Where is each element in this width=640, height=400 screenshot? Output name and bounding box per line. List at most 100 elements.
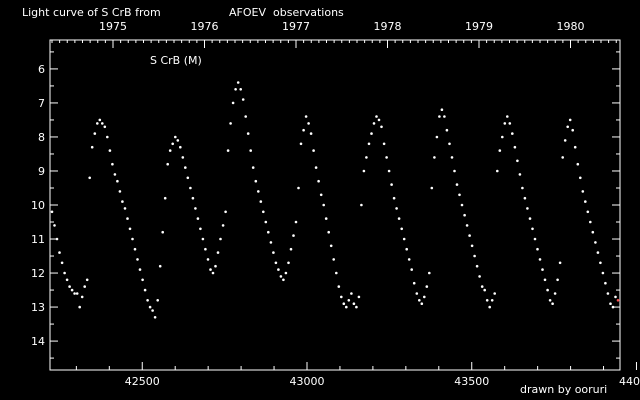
data-point [128, 227, 132, 231]
data-point [473, 254, 476, 258]
data-point [141, 278, 144, 282]
data-point [163, 196, 167, 200]
data-point [380, 125, 383, 129]
data-point [113, 173, 117, 176]
y-tick-label: 10 [31, 199, 45, 212]
data-point [463, 213, 466, 217]
data-point [365, 156, 368, 159]
data-point [75, 292, 79, 295]
data-point [415, 292, 419, 295]
data-point [375, 115, 378, 118]
data-point [229, 122, 232, 125]
data-point [319, 193, 323, 197]
x-tick-label: 43000 [289, 375, 324, 388]
data-point [589, 220, 592, 224]
y-tick-label: 13 [31, 301, 45, 314]
data-point [118, 190, 122, 193]
data-point [485, 299, 489, 302]
data-point [357, 295, 361, 299]
data-point [179, 145, 182, 149]
data-point [335, 271, 338, 275]
data-point [279, 275, 283, 278]
chart-title-suffix: observations [273, 6, 344, 19]
data-point [397, 217, 401, 220]
data-point [440, 108, 444, 111]
data-point [548, 299, 552, 302]
data-point [143, 288, 147, 292]
y-tick-label: 11 [31, 233, 45, 246]
data-point [126, 217, 129, 220]
data-point [199, 227, 202, 231]
data-point [58, 251, 61, 254]
data-point [168, 149, 172, 152]
data-point [88, 176, 91, 180]
data-point [304, 115, 308, 118]
data-point [121, 200, 124, 203]
data-point [400, 227, 404, 231]
data-point [508, 122, 512, 125]
data-point [264, 220, 268, 224]
data-point [455, 183, 459, 186]
data-point [498, 149, 502, 152]
data-point [516, 159, 519, 163]
data-point [392, 196, 396, 200]
data-point [418, 299, 421, 302]
data-point [606, 292, 610, 295]
data-point [352, 302, 356, 306]
data-point [435, 135, 439, 139]
top-axis-years: 1975 1976 1977 1978 1979 1980 [99, 20, 585, 33]
data-point [83, 285, 86, 288]
data-point [204, 247, 207, 251]
data-point [387, 169, 391, 173]
data-point [234, 88, 237, 91]
data-point [221, 224, 225, 227]
data-point [538, 258, 542, 261]
data-point [216, 251, 220, 254]
data-point [98, 118, 102, 122]
data-point [284, 271, 288, 275]
data-point [93, 132, 97, 135]
data-point [312, 149, 315, 152]
data-point [407, 258, 411, 261]
data-point [80, 295, 84, 299]
data-point [123, 207, 127, 210]
data-point [551, 302, 554, 306]
data-point [599, 261, 602, 265]
data-point [496, 169, 499, 173]
data-point [402, 237, 406, 241]
data-point [324, 217, 328, 220]
data-point [174, 135, 177, 139]
data-point [382, 142, 386, 146]
data-point [412, 281, 416, 285]
data-point [355, 305, 358, 309]
data-point [591, 230, 595, 234]
y-tick-label: 12 [31, 267, 45, 280]
data-point [594, 241, 597, 244]
data-point [241, 98, 245, 101]
data-point [488, 305, 492, 309]
data-point [191, 196, 195, 200]
data-point [322, 203, 326, 207]
data-points [50, 81, 620, 319]
data-point [405, 247, 409, 251]
data-point [63, 271, 66, 275]
data-point [561, 156, 564, 159]
data-point [475, 264, 479, 268]
x-tick-label: 42500 [125, 375, 160, 388]
y-tick-label: 14 [31, 335, 45, 348]
year-label: 1978 [374, 20, 402, 33]
data-point [277, 268, 280, 271]
data-point [299, 142, 303, 146]
data-point [309, 132, 313, 135]
data-point [546, 288, 549, 292]
data-point [302, 128, 305, 132]
top-axis-ticks [51, 40, 617, 48]
data-point [224, 210, 227, 214]
data-point [96, 122, 99, 125]
data-point [307, 122, 310, 125]
data-point [350, 292, 353, 295]
data-point [601, 271, 605, 275]
data-point [370, 132, 373, 135]
data-point [314, 166, 318, 169]
